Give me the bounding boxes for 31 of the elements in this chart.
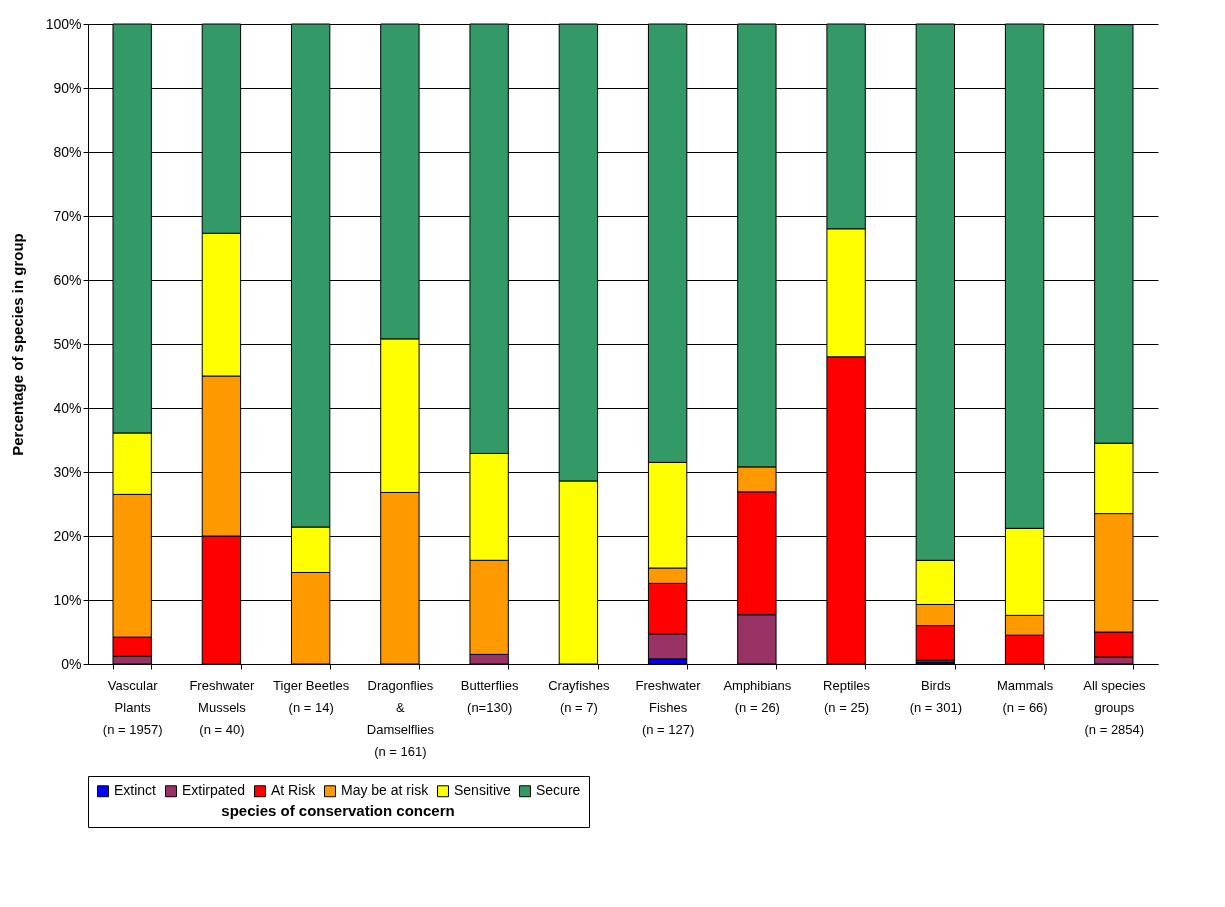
- legend-label: May be at risk: [341, 782, 430, 799]
- y-tick-label: 40%: [53, 399, 82, 416]
- x-tick-label: Mammals (n = 66): [996, 677, 1054, 715]
- legend-label: Sensitive: [454, 782, 512, 799]
- y-tick-label: 60%: [53, 271, 82, 288]
- legend-label: Secure: [536, 782, 581, 799]
- x-tick-label: Amphibians (n = 26): [723, 677, 792, 715]
- y-tick-label: 10%: [53, 591, 82, 608]
- x-tick-label: Dragonflies & Damselflies (n = 161): [366, 677, 435, 759]
- y-tick-label: 30%: [53, 463, 82, 480]
- legend-title: species of conservation concern: [221, 802, 455, 819]
- legend-label: Extinct: [114, 782, 157, 799]
- x-tick-label: Reptiles (n = 25): [823, 677, 871, 715]
- x-tick-label: Birds (n = 301): [909, 677, 963, 715]
- y-tick-label: 50%: [53, 335, 82, 352]
- y-tick-label: 70%: [53, 207, 82, 224]
- y-tick-label: 80%: [53, 143, 82, 160]
- x-tick-label: Crayfishes (n = 7): [548, 677, 611, 715]
- y-tick-label: 90%: [53, 79, 82, 96]
- x-tick-label: Vascular Plants (n = 1957): [102, 677, 163, 737]
- y-axis-title: Percentage of species in group: [8, 233, 26, 456]
- x-tick-label: Butterflies (n=130): [460, 677, 520, 715]
- x-tick-label: Tiger Beetles (n = 14): [273, 677, 350, 715]
- y-tick-label: 100%: [45, 15, 82, 32]
- x-tick-label: Freshwater Fishes (n = 127): [635, 677, 702, 737]
- y-tick-label: 20%: [53, 527, 82, 544]
- legend-label: At Risk: [271, 782, 317, 799]
- x-tick-label: All species groups (n = 2854): [1083, 677, 1146, 737]
- y-tick-label: 0%: [61, 655, 82, 672]
- x-tick-label: Freshwater Mussels (n = 40): [189, 677, 256, 737]
- legend-label: Extirpated: [182, 782, 246, 799]
